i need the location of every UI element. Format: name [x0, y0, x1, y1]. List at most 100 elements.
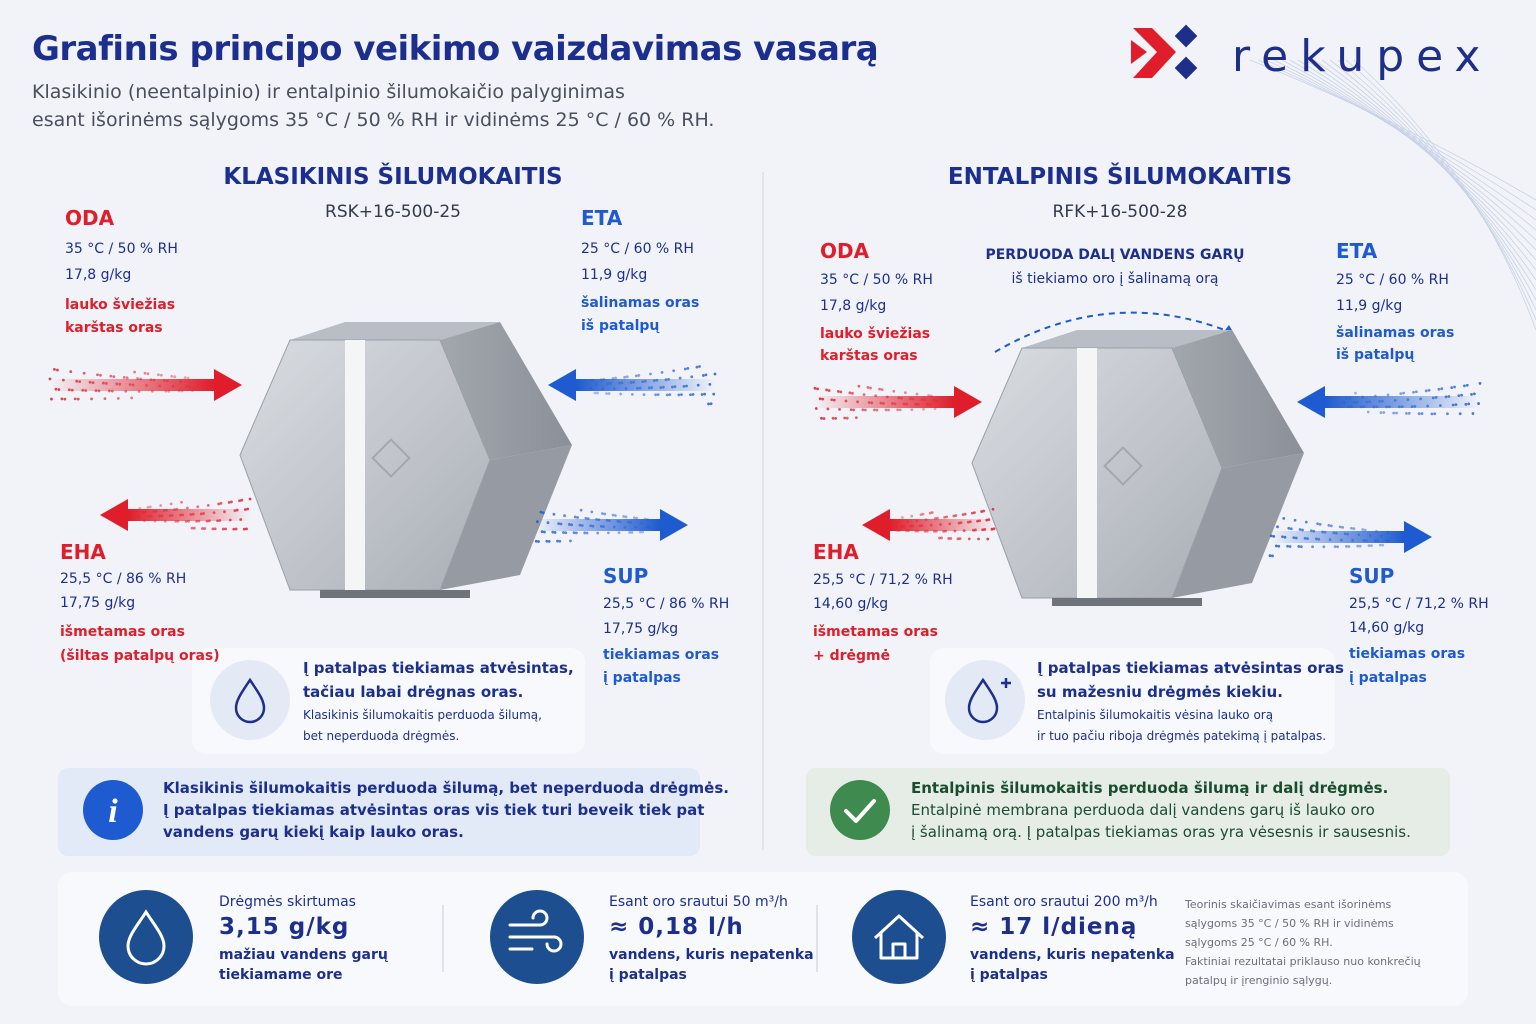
spray-dot: [583, 531, 587, 535]
exchanger-feet: [1052, 598, 1202, 606]
exchanger-logo: [371, 438, 411, 478]
spray-dot: [183, 376, 187, 380]
spray-dot: [541, 511, 545, 515]
stats-box: [58, 872, 1468, 1006]
spray-dot: [230, 500, 233, 504]
spray-dot: [232, 527, 236, 531]
spray-dot: [952, 514, 956, 518]
spray-dot: [103, 397, 107, 401]
spray-dot: [159, 504, 163, 507]
spray-dot: [213, 527, 217, 531]
air-value: 14,60 g/kg: [1349, 620, 1425, 636]
spray-dot: [90, 397, 93, 401]
spray-dot: [831, 416, 835, 420]
spray-dot: [958, 537, 962, 541]
stat-value: 3,15 g/kg: [219, 914, 350, 940]
spray-dot: [99, 373, 102, 377]
air-arrow: [1325, 396, 1480, 408]
spray-dot: [678, 376, 682, 380]
air-description: išmetamas oras: [60, 624, 185, 640]
spray-dot: [1293, 518, 1297, 522]
spray-dot: [192, 526, 196, 530]
spray-dot: [1379, 411, 1383, 414]
exchanger-top: [290, 322, 500, 340]
decor-line: [1265, 59, 1536, 221]
drop-icon: [234, 677, 266, 724]
spray-dot: [607, 392, 611, 395]
footnote: sąlygoms 25 °C / 60 % RH.: [1185, 936, 1333, 949]
air-arrow-head: [660, 509, 688, 541]
spray-dot: [596, 391, 599, 395]
spray-dot: [227, 501, 231, 504]
spray-dot: [827, 389, 831, 392]
spray-dot: [1287, 526, 1291, 530]
spray-dot: [695, 365, 699, 369]
air-description: tiekiamas oras: [1349, 646, 1466, 662]
air-arrow-head: [862, 509, 890, 541]
house-icon: [852, 890, 946, 984]
spray-dot: [1311, 545, 1314, 549]
spray-dot: [69, 370, 73, 374]
spray-dot: [614, 376, 617, 380]
spray-dot: [943, 515, 947, 519]
decor-line: [1321, 59, 1536, 291]
spray-dot: [130, 396, 134, 400]
info-icon: i: [108, 793, 118, 830]
footnote: patalpų ir įrenginio sąlygų.: [1185, 974, 1333, 987]
air-description: tiekiamas oras: [603, 647, 720, 663]
spray-dot: [816, 387, 819, 391]
spray-dot: [138, 506, 142, 510]
air-label: SUP: [1349, 564, 1395, 588]
spray-dot: [63, 397, 67, 401]
stat-label: Drėgmės skirtumas: [219, 894, 356, 910]
air-label: SUP: [603, 564, 649, 588]
air-arrow: [576, 379, 715, 391]
spray-dot: [221, 527, 225, 531]
spray-dot: [836, 390, 840, 393]
exchanger-side: [1172, 453, 1304, 598]
spray-dot: [1414, 390, 1418, 394]
air-value: 17,8 g/kg: [820, 298, 887, 314]
subtitle: Klasikinio (neentalpinio) ir entalpinio …: [32, 81, 625, 103]
stat-value: ≈ 0,18 l/h: [609, 914, 744, 940]
spray-dot: [672, 369, 676, 373]
spray-dot: [887, 408, 891, 412]
house-icon: [873, 914, 925, 960]
spray-dot: [713, 372, 717, 376]
note-box: [930, 648, 1335, 754]
spray-dot: [170, 374, 174, 378]
plus-icon: [1001, 678, 1011, 688]
spray-dot: [1417, 412, 1421, 416]
spray-dot: [159, 373, 163, 377]
spray-dot: [112, 375, 116, 378]
spray-dot: [1370, 544, 1373, 548]
air-value: 35 °C / 50 % RH: [65, 241, 178, 257]
air-description: karštas oras: [820, 348, 918, 364]
air-description: iš patalpų: [1336, 347, 1415, 363]
spray-dot: [53, 367, 56, 371]
spray-dot: [910, 514, 914, 518]
spray-dot: [1381, 543, 1385, 547]
spray-dot: [585, 531, 589, 535]
spray-dot: [623, 375, 627, 379]
spray-dot: [707, 402, 710, 406]
spray-dot: [668, 393, 672, 397]
spray-dot: [884, 408, 888, 412]
spray-dot: [584, 516, 588, 520]
air-value: 17,75 g/kg: [60, 595, 136, 611]
info-body: Entalpinė membrana perduoda dalį vandens…: [911, 801, 1375, 819]
note-title: tačiau labai drėgnas oras.: [303, 683, 524, 701]
spray-dot: [1367, 544, 1371, 548]
spray-dot: [1458, 412, 1462, 416]
air-label: EHA: [60, 540, 106, 564]
spray-dot: [146, 505, 150, 509]
wind-icon: [508, 909, 563, 953]
note-title: Į patalpas tiekiamas atvėsintas,: [303, 659, 574, 677]
spray-dot: [611, 513, 615, 517]
spray-dot: [875, 408, 879, 412]
air-value: 17,8 g/kg: [65, 267, 132, 283]
decor-line: [1337, 59, 1536, 311]
spray-dot: [630, 392, 634, 396]
drop-icon: [210, 660, 290, 740]
spray-dot: [635, 516, 639, 520]
